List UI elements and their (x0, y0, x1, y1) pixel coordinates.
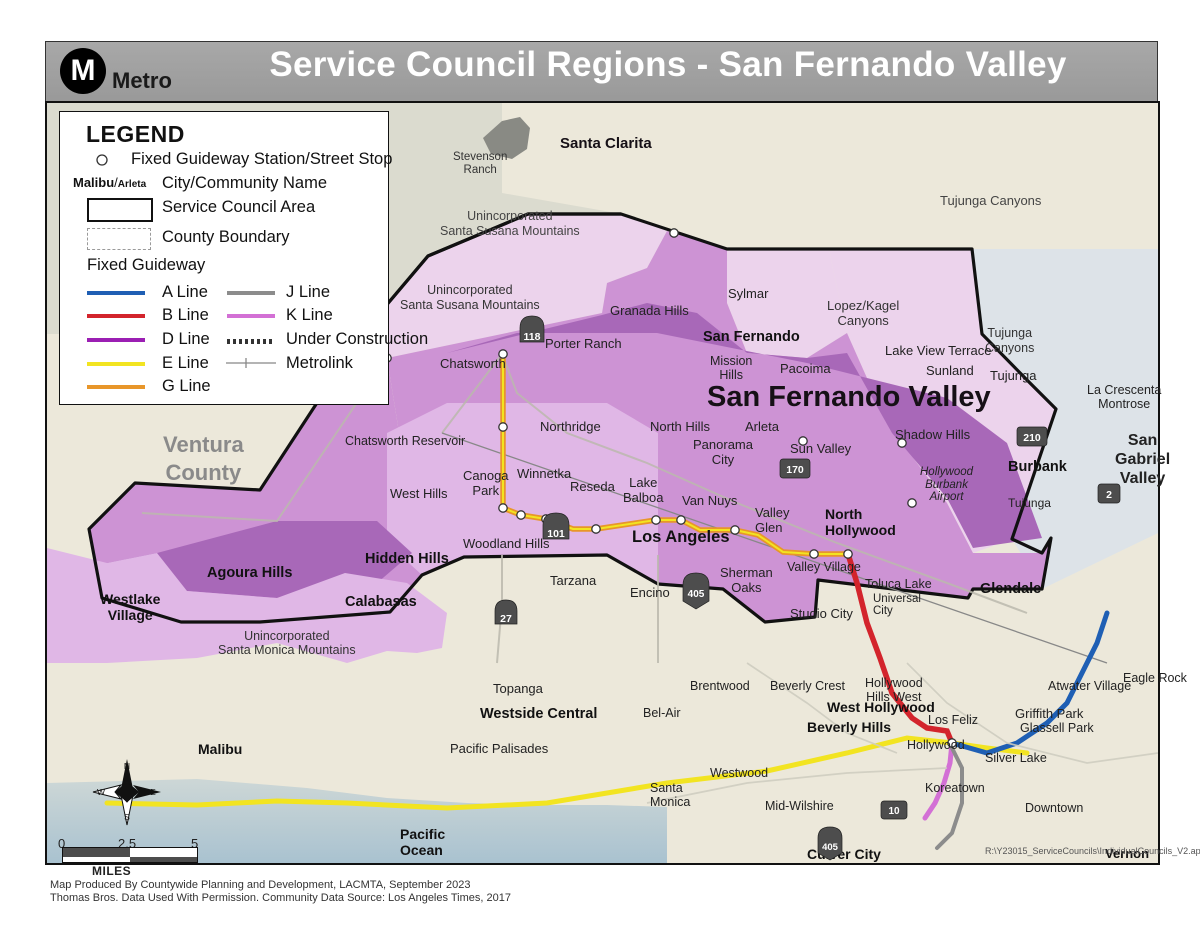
svg-text:170: 170 (786, 464, 804, 476)
svg-text:118: 118 (524, 331, 541, 343)
svg-text:10: 10 (888, 806, 900, 817)
svg-text:S: S (124, 812, 130, 822)
svg-text:210: 210 (1023, 432, 1041, 444)
svg-text:E: E (150, 787, 156, 797)
svg-text:405: 405 (688, 589, 705, 600)
svg-text:N: N (124, 761, 130, 771)
svg-text:W: W (97, 787, 105, 797)
svg-text:27: 27 (500, 613, 512, 625)
svg-text:2: 2 (1106, 489, 1112, 501)
svg-text:405: 405 (822, 842, 839, 853)
svg-text:101: 101 (547, 528, 565, 540)
